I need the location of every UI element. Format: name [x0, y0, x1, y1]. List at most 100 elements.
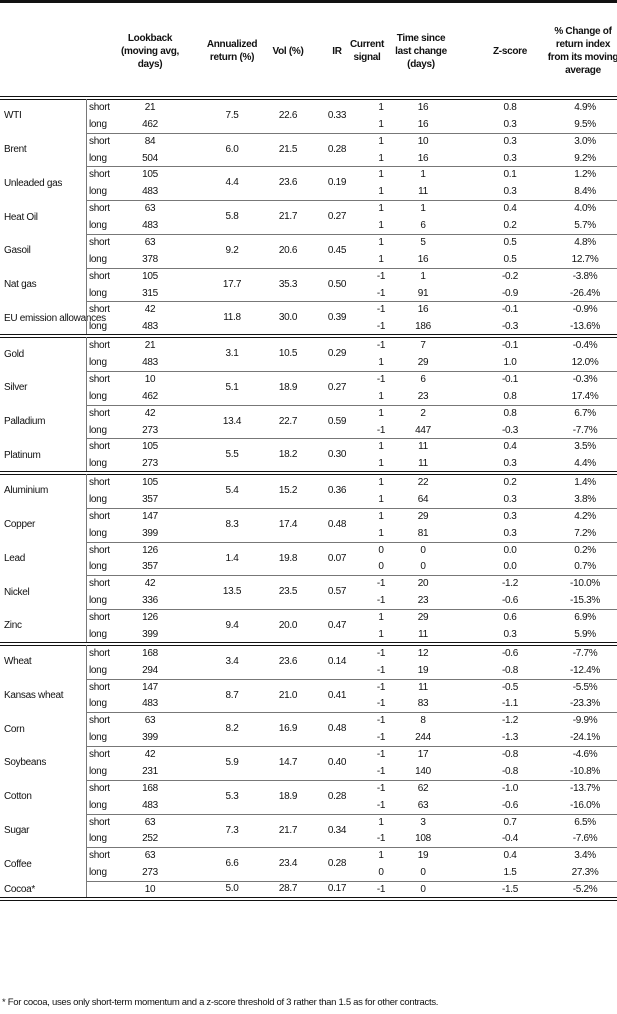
header-annualized: Annualized return (%) [206, 39, 258, 63]
time-value: 1 [420, 270, 426, 282]
pct-value: 4.4% [574, 458, 596, 470]
lookback-value: 273 [142, 458, 158, 470]
commodity-name: EU emission allowances [4, 312, 106, 324]
ir-value: 0.59 [327, 415, 347, 427]
time-value: 22 [417, 477, 429, 489]
horizon-label: long [89, 494, 107, 505]
pct-value: -13.7% [570, 782, 600, 794]
vol-value: 20.0 [278, 620, 298, 632]
group-separator [0, 896, 617, 901]
signal-value: 1 [378, 510, 384, 522]
z-value: 1.5 [503, 867, 517, 879]
lookback-value: 483 [142, 799, 158, 811]
ir-value: 0.29 [327, 348, 347, 360]
time-value: 16 [417, 304, 429, 316]
pct-value: -24.1% [570, 732, 600, 744]
pct-value: -16.0% [570, 799, 600, 811]
vol-value: 21.7 [278, 211, 298, 223]
horizon-label: short [89, 715, 110, 727]
lookback-value: 336 [142, 595, 158, 607]
horizon-label: short [89, 203, 110, 215]
time-value: 16 [417, 102, 429, 113]
column-divider [86, 881, 87, 898]
z-value: -0.8 [501, 664, 519, 676]
commodity-name: Sugar [4, 824, 30, 836]
signal-value: 0 [378, 561, 384, 573]
vol-value: 10.5 [278, 348, 298, 360]
vol-value: 17.4 [278, 518, 298, 530]
horizon-label: long [89, 458, 107, 470]
time-value: 19 [417, 850, 429, 862]
lookback-value: 21 [144, 102, 156, 113]
time-value: 62 [417, 782, 429, 794]
column-divider [86, 166, 87, 201]
row-divider [86, 438, 617, 440]
z-value: -1.5 [501, 884, 519, 896]
pct-value: -26.4% [570, 287, 600, 299]
group-separator [0, 641, 617, 646]
row-divider [86, 575, 617, 577]
row-divider [86, 132, 617, 134]
pct-value: -9.9% [572, 715, 598, 727]
lookback-value: 147 [142, 510, 158, 522]
commodity-name: Gold [4, 348, 24, 360]
annual-value: 8.7 [225, 689, 239, 701]
time-value: 12 [417, 647, 429, 659]
row-divider [86, 541, 617, 543]
z-value: 1.0 [503, 357, 517, 369]
ir-value: 0.41 [327, 689, 347, 701]
signal-value: 1 [378, 612, 384, 624]
column-divider [86, 813, 87, 848]
vol-value: 28.7 [278, 883, 298, 895]
row-divider [86, 678, 617, 680]
lookback-value: 399 [142, 527, 158, 539]
pct-value: -13.6% [570, 321, 600, 333]
signal-value: 1 [378, 441, 384, 453]
time-value: 20 [417, 578, 429, 590]
column-divider [86, 301, 87, 336]
pct-value: 1.4% [574, 477, 596, 489]
annual-value: 4.4 [225, 177, 239, 189]
horizon-label: short [89, 373, 110, 385]
annual-value: 5.8 [225, 211, 239, 223]
annual-value: 9.4 [225, 620, 239, 632]
footnote: * For cocoa, uses only short-term moment… [2, 997, 439, 1008]
time-value: 1 [420, 169, 426, 181]
lookback-value: 63 [144, 203, 156, 215]
pct-value: -7.7% [572, 424, 598, 436]
pct-value: 3.8% [574, 494, 596, 505]
vol-value: 21.5 [278, 143, 298, 155]
signal-value: -1 [376, 321, 386, 333]
z-value: -0.5 [501, 681, 519, 693]
ir-value: 0.27 [327, 211, 347, 223]
signal-value: -1 [376, 424, 386, 436]
annual-value: 5.1 [225, 381, 239, 393]
lookback-value: 462 [142, 118, 158, 130]
z-value: -0.3 [501, 321, 519, 333]
annual-value: 17.7 [222, 278, 242, 290]
pct-value: 9.5% [574, 118, 596, 130]
horizon-label: long [89, 561, 107, 573]
group-separator [0, 334, 617, 339]
horizon-label: short [89, 612, 110, 624]
pct-value: 9.2% [574, 152, 596, 164]
annual-value: 11.8 [223, 312, 241, 324]
signal-value: 1 [378, 816, 384, 828]
z-value: 0.4 [503, 441, 517, 453]
time-value: 16 [417, 253, 429, 265]
signal-value: 1 [378, 152, 384, 164]
ir-value: 0.40 [327, 757, 347, 769]
lookback-value: 315 [142, 287, 158, 299]
commodity-name: Wheat [4, 656, 32, 668]
signal-value: 1 [378, 102, 384, 113]
signal-value: -1 [376, 884, 386, 896]
header-vol: Vol (%) [272, 45, 304, 57]
vol-value: 23.5 [278, 586, 298, 598]
vol-value: 18.9 [278, 381, 298, 393]
ir-value: 0.47 [327, 620, 347, 632]
ir-value: 0.17 [327, 883, 347, 895]
group-separator [0, 471, 617, 476]
signal-value: -1 [376, 595, 386, 607]
signal-value: -1 [376, 732, 386, 744]
column-divider [86, 474, 87, 508]
